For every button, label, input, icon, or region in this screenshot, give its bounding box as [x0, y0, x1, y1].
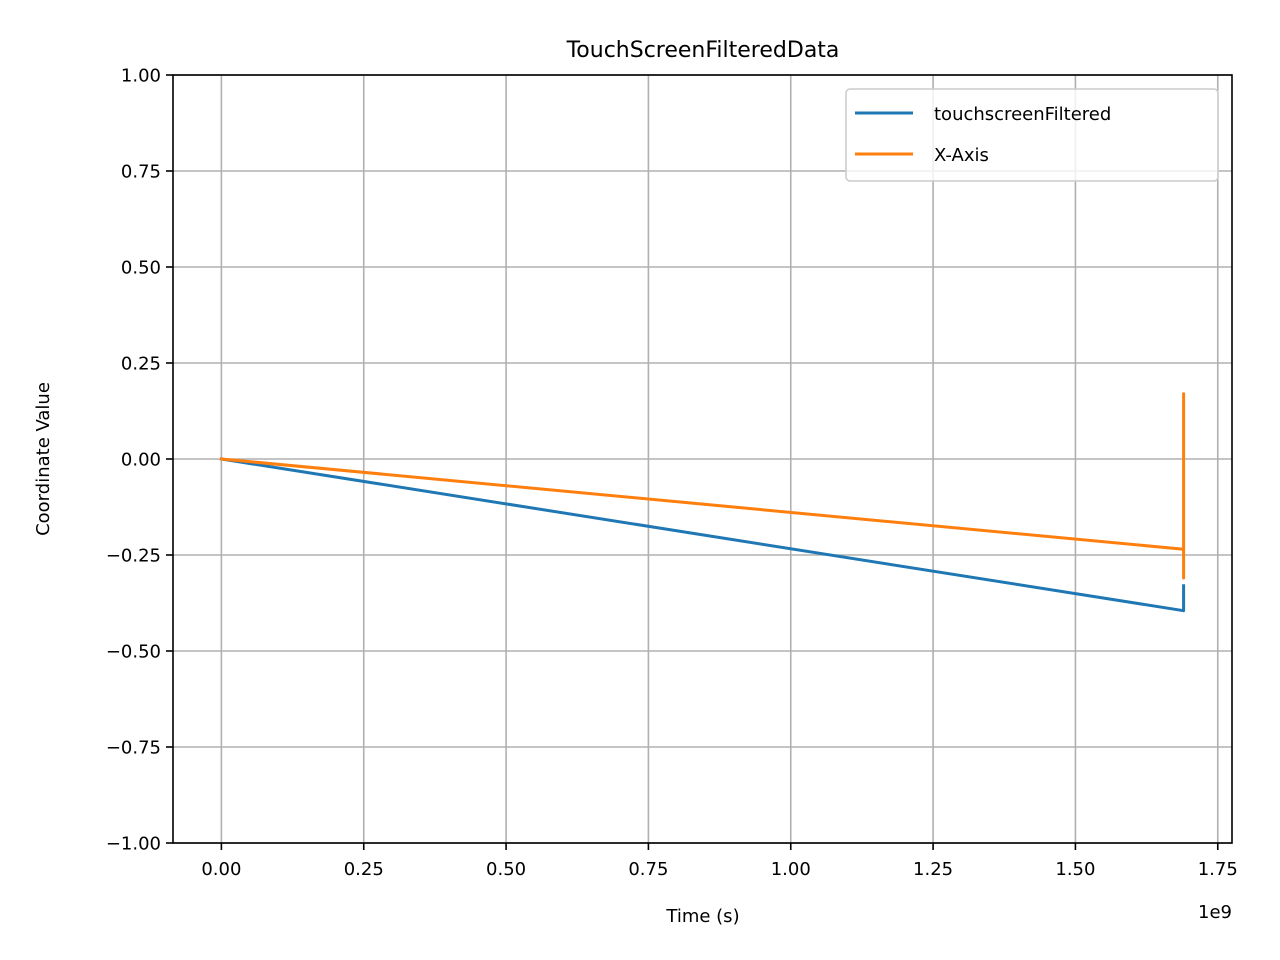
y-tick-label: 0.00: [121, 450, 161, 471]
x-tick-label: 0.00: [201, 859, 241, 880]
x-axis-label: Time (s): [665, 906, 739, 927]
x-axis-offset-label: 1e9: [1198, 902, 1232, 923]
y-tick-label: 0.75: [121, 162, 161, 183]
y-tick-label: −1.00: [106, 834, 161, 855]
x-tick-label: 0.75: [628, 859, 668, 880]
y-tick-label: 0.25: [121, 354, 161, 375]
y-tick-label: −0.50: [106, 642, 161, 663]
x-tick-label: 0.25: [344, 859, 384, 880]
y-tick-label: 0.50: [121, 258, 161, 279]
x-tick-label: 1.25: [913, 859, 953, 880]
chart-title: TouchScreenFilteredData: [566, 38, 840, 63]
y-tick-label: 1.00: [121, 66, 161, 87]
y-tick-label: −0.25: [106, 546, 161, 567]
x-tick-label: 1.50: [1055, 859, 1095, 880]
legend-label: X-Axis: [934, 145, 989, 166]
ticks: 0.00 0.25 0.50 0.75 1.00 1.25 1.50 1.75 1.00 0.75…: [106, 66, 1238, 881]
legend-label: touchscreenFiltered: [934, 104, 1111, 125]
legend: touchscreenFiltered X-Axis: [845, 88, 1219, 182]
series-lines: [219, 392, 1186, 613]
x-tick-label: 1.00: [771, 859, 811, 880]
y-tick-label: −0.75: [106, 738, 161, 759]
series-line-touchscreenfiltered: [219, 457, 1186, 613]
series-line-x-axis: [219, 392, 1186, 580]
legend-box: [845, 88, 1219, 182]
x-tick-label: 0.50: [486, 859, 526, 880]
x-tick-label: 1.75: [1198, 859, 1238, 880]
y-axis-label: Coordinate Value: [33, 382, 54, 536]
